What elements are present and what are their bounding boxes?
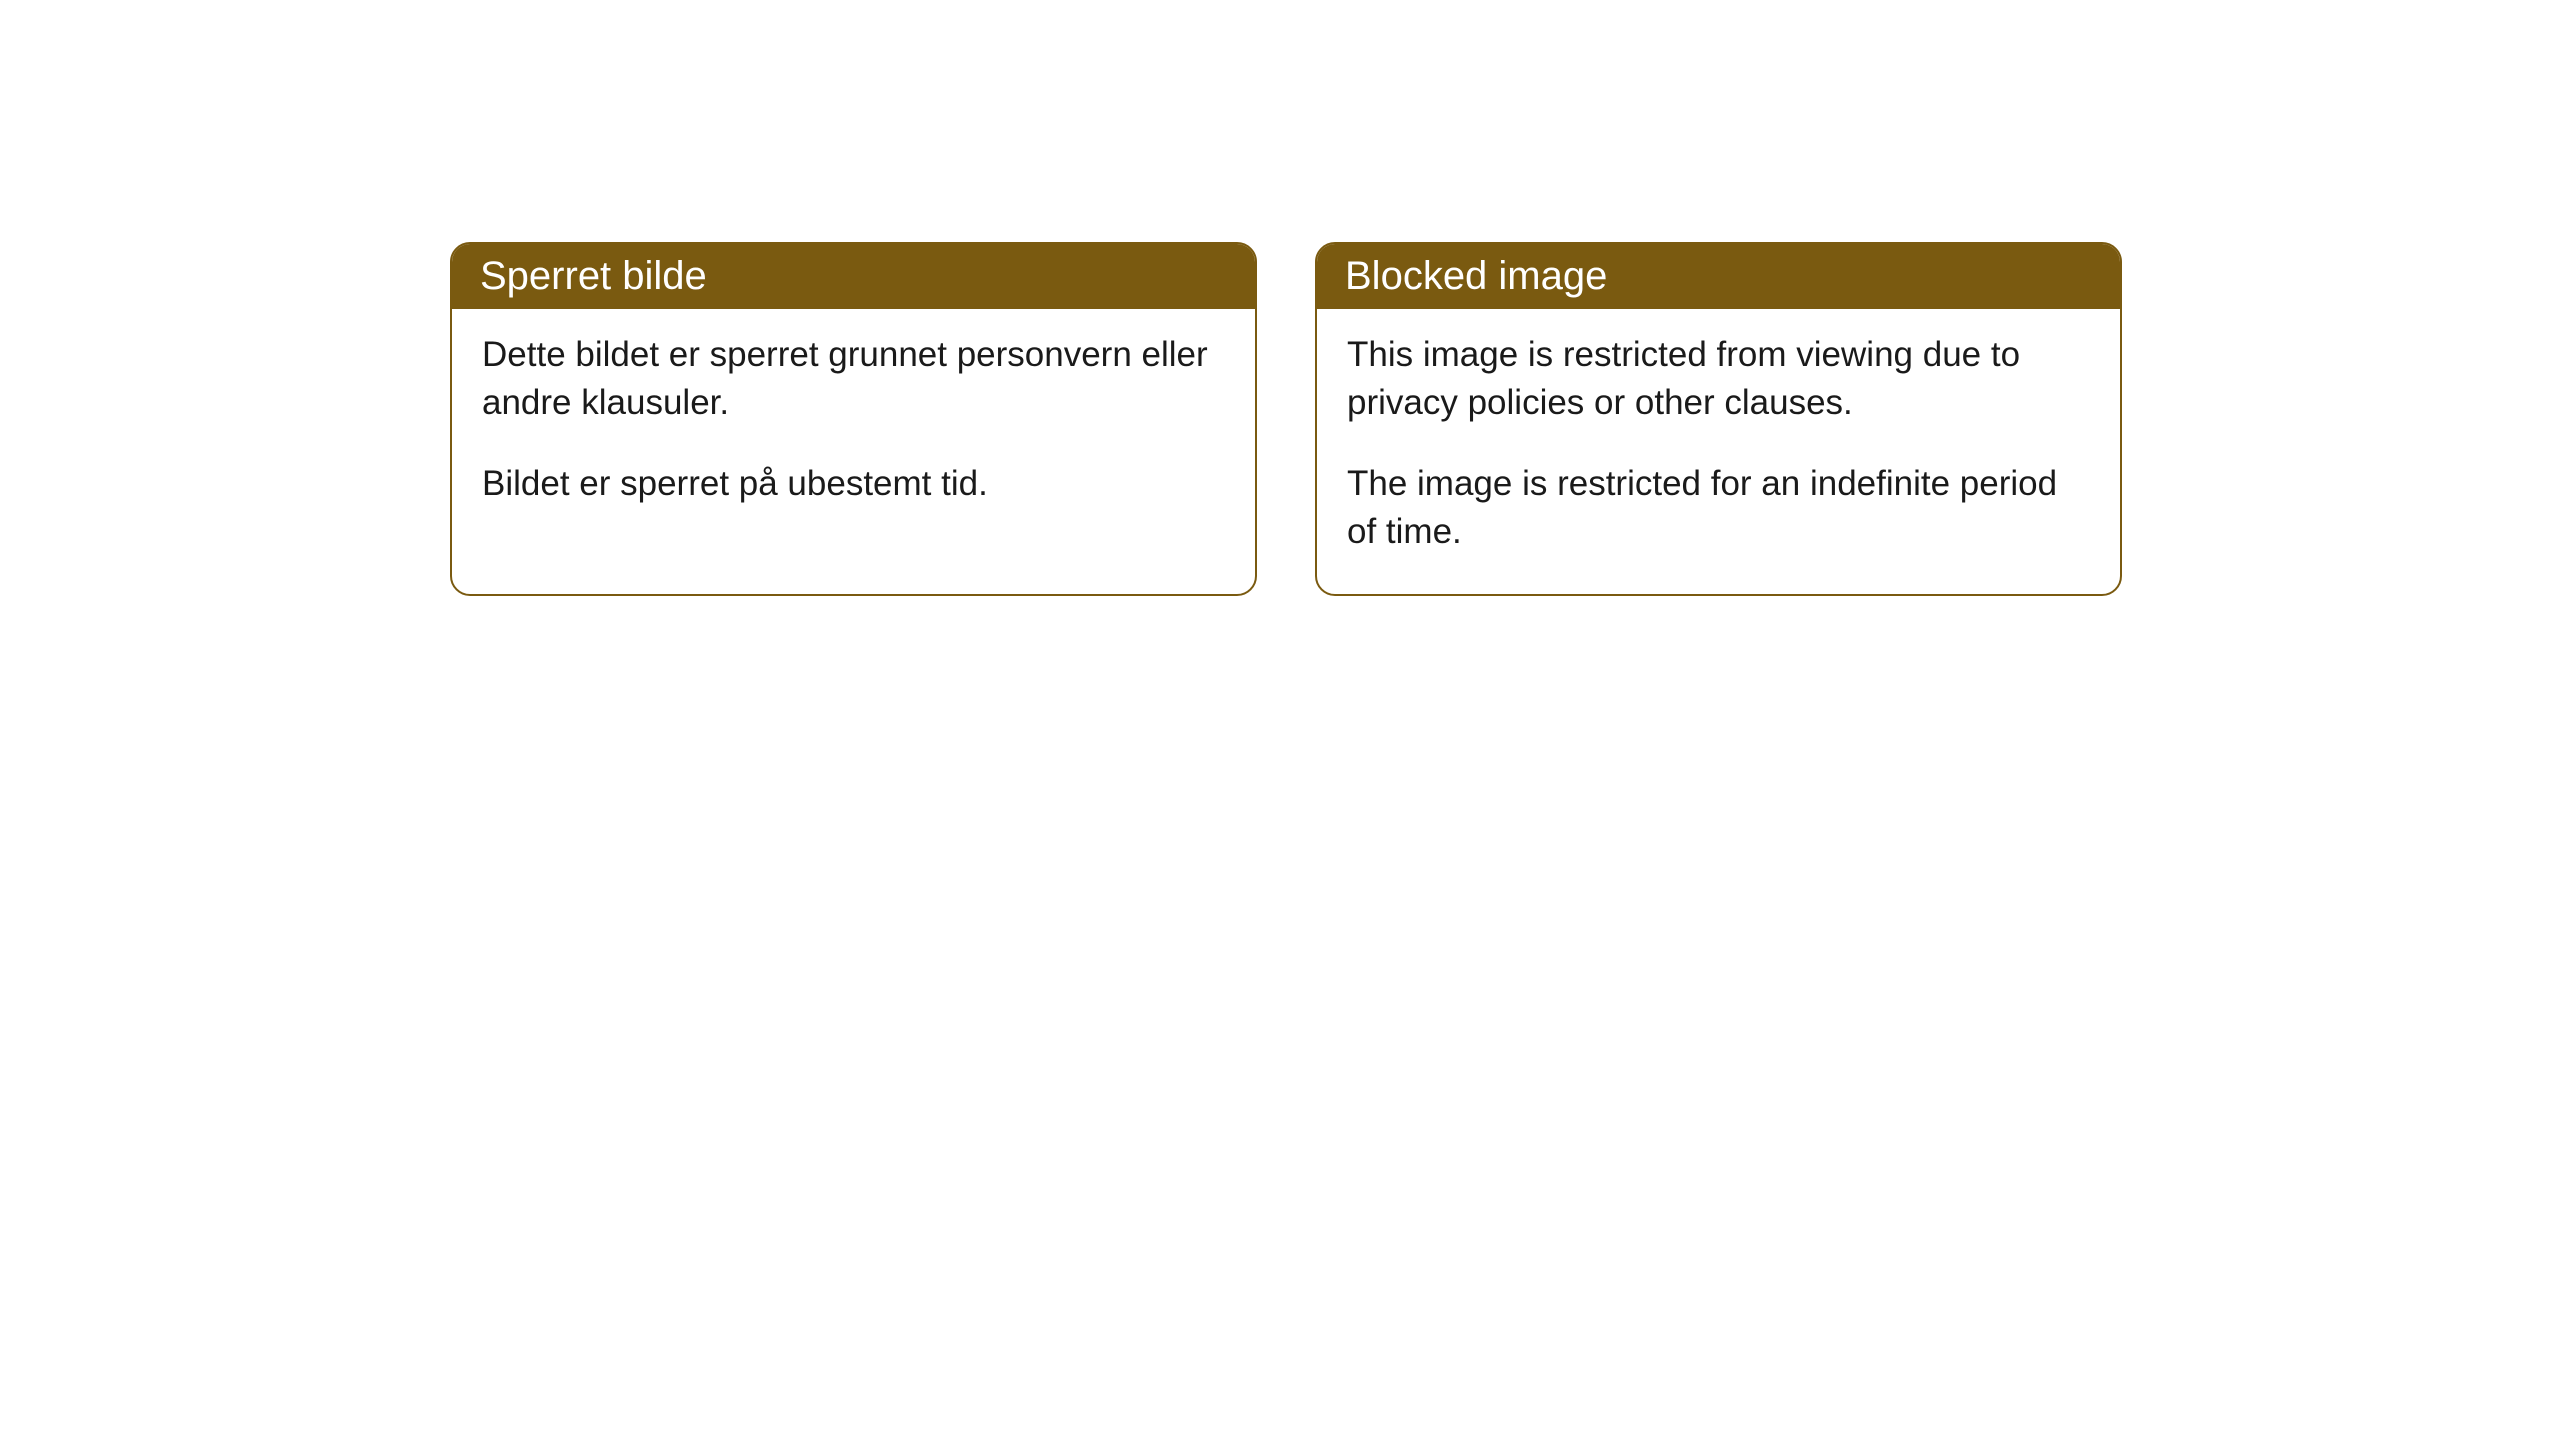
notice-paragraph: Dette bildet er sperret grunnet personve…	[482, 331, 1225, 428]
card-body: Dette bildet er sperret grunnet personve…	[452, 309, 1255, 546]
notice-container: Sperret bilde Dette bildet er sperret gr…	[0, 0, 2560, 596]
notice-paragraph: Bildet er sperret på ubestemt tid.	[482, 460, 1225, 508]
card-title: Blocked image	[1345, 254, 1607, 298]
notice-card-norwegian: Sperret bilde Dette bildet er sperret gr…	[450, 242, 1257, 596]
card-header: Sperret bilde	[452, 244, 1255, 309]
notice-paragraph: The image is restricted for an indefinit…	[1347, 460, 2090, 557]
notice-paragraph: This image is restricted from viewing du…	[1347, 331, 2090, 428]
card-title: Sperret bilde	[480, 254, 707, 298]
card-header: Blocked image	[1317, 244, 2120, 309]
card-body: This image is restricted from viewing du…	[1317, 309, 2120, 594]
notice-card-english: Blocked image This image is restricted f…	[1315, 242, 2122, 596]
